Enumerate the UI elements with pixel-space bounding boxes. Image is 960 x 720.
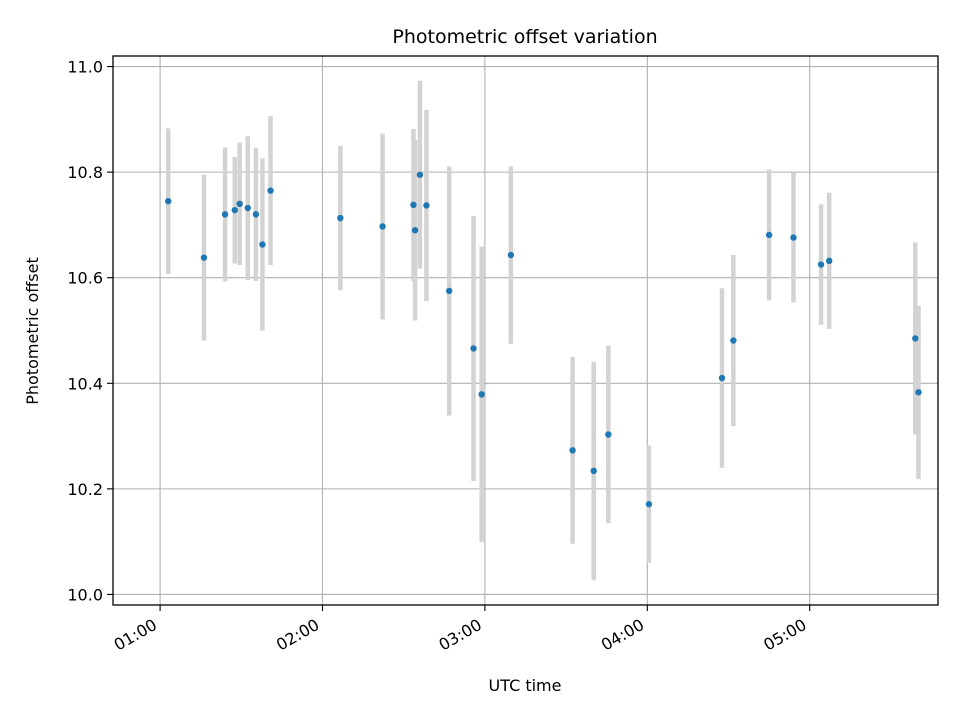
x-axis-label: UTC time [489, 676, 562, 695]
data-point [200, 254, 208, 261]
data-point [645, 500, 653, 508]
data-point [817, 261, 825, 268]
data-point [912, 335, 919, 342]
data-point [221, 211, 229, 218]
data-point [825, 257, 833, 265]
data-point [231, 206, 239, 214]
data-point [423, 202, 430, 209]
data-point [252, 211, 260, 218]
data-point [790, 234, 797, 241]
plot-area-frame [112, 55, 939, 606]
data-point [165, 197, 172, 205]
data-point [478, 391, 485, 398]
y-tick-label: 10.4 [67, 374, 103, 393]
data-point [445, 287, 453, 295]
y-tick-label: 10.2 [67, 480, 103, 499]
data-point [416, 171, 424, 178]
data-point [765, 231, 773, 239]
data-points [165, 171, 922, 508]
data-point [259, 241, 266, 248]
data-point [470, 345, 477, 352]
data-point [236, 200, 243, 208]
data-point [267, 187, 274, 194]
data-point [337, 214, 344, 222]
y-tick-label: 10.6 [67, 269, 103, 288]
data-point [590, 467, 597, 475]
data-point [569, 447, 576, 454]
data-point [379, 223, 386, 230]
data-point [244, 204, 251, 212]
data-point [605, 431, 612, 438]
data-point [915, 389, 922, 396]
data-point [730, 337, 737, 344]
chart-title: Photometric offset variation [392, 26, 657, 48]
data-point [507, 251, 515, 259]
grid-lines [113, 56, 938, 605]
data-point [410, 201, 417, 209]
y-tick-label: 10.8 [67, 163, 103, 182]
data-point [718, 374, 726, 382]
y-tick-label: 10.0 [67, 585, 103, 604]
y-axis-label: Photometric offset [23, 257, 42, 405]
data-point [411, 227, 419, 234]
y-tick-label: 11.0 [67, 58, 103, 77]
